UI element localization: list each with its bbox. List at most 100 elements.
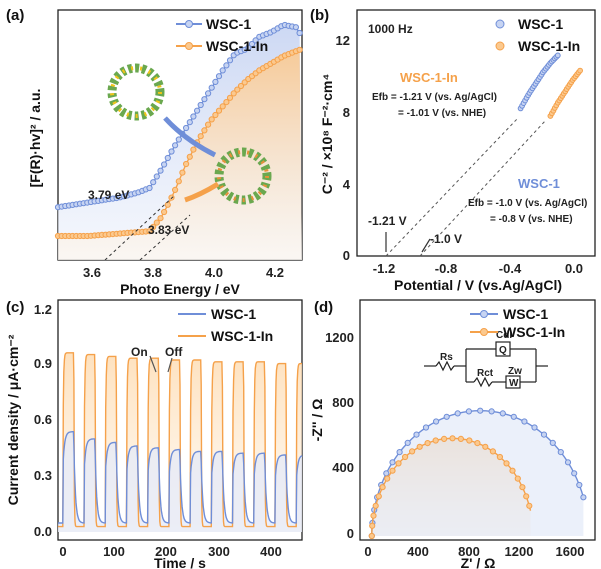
d-data-point (510, 413, 517, 420)
d-data-point (368, 532, 375, 540)
d-data-point (580, 494, 587, 501)
a-data-point (146, 228, 153, 235)
d-data-point (372, 502, 379, 509)
d-xtick: 0 (364, 544, 371, 559)
c-legend-wsc1: WSC-1 (211, 306, 256, 322)
d-rct: Rct (477, 368, 494, 379)
a-data-point (164, 201, 171, 208)
a-tangent-1 (104, 194, 176, 261)
a-data-point (215, 73, 223, 80)
d-data-point (531, 424, 538, 431)
a-data-point (153, 219, 160, 226)
d-ytick: 0 (347, 526, 354, 541)
a-data-point (172, 142, 179, 149)
d-data-point (441, 435, 448, 442)
d-data-point (519, 484, 526, 491)
a-data-point (183, 124, 190, 132)
panel-a-label: (a) (6, 7, 24, 24)
a-data-point (215, 107, 223, 114)
d-data-point (383, 470, 390, 477)
d-xlabel: Z' / Ω (461, 555, 496, 569)
c-ytick: 1.2 (34, 302, 52, 317)
a-legend-wsc1: WSC-1 (206, 16, 251, 32)
d-ytick: 1200 (325, 330, 354, 345)
a-data-point (157, 167, 164, 174)
a-data-point (245, 44, 252, 51)
a-data-point (219, 67, 226, 74)
b-w-title: WSC-1 (518, 176, 560, 191)
panel-b: (b) 1000 Hz -1.21 V -1.0 V WSC-1-In Efb … (310, 7, 596, 293)
d-data-point (416, 443, 423, 450)
a-data-point (197, 133, 204, 140)
c-ytick: 0.0 (34, 524, 52, 539)
d-data-point (413, 431, 420, 438)
d-data-point (564, 459, 572, 466)
a-data-point (241, 79, 248, 86)
d-data-point (466, 437, 473, 444)
d-xtick: 400 (407, 544, 429, 559)
b-mark-121: -1.21 V (368, 214, 407, 228)
d-data-point (379, 484, 386, 491)
d-circuit-diagram (424, 341, 548, 389)
a-data-point (201, 96, 208, 103)
b-freq: 1000 Hz (368, 22, 413, 36)
d-zw: Zw (508, 366, 522, 377)
b-ytick: 0 (343, 248, 350, 263)
b-data-point (577, 67, 583, 74)
d-data-point (389, 467, 396, 474)
a-xlabel: Photo Energy / eV (120, 281, 240, 297)
a-data-point (157, 215, 164, 222)
c-ylabel: Current density / μA·cm⁻² (5, 334, 21, 505)
c-ytick: 0.6 (34, 412, 52, 427)
d-data-point (465, 408, 472, 415)
a-data-point (230, 90, 237, 97)
a-data-point (201, 127, 208, 134)
c-xtick: 300 (208, 544, 230, 559)
a-data-point (226, 57, 234, 64)
b-xtick: -1.2 (373, 261, 395, 276)
a-data-point (161, 208, 168, 216)
d-data-point (521, 418, 528, 425)
c-xtick: 400 (260, 544, 282, 559)
a-data-point (296, 29, 303, 37)
d-data-point (424, 440, 431, 447)
d-data-point (514, 475, 521, 482)
d-data-point (454, 410, 461, 417)
c-xtick: 100 (103, 544, 125, 559)
d-xtick: 800 (458, 544, 480, 559)
d-data-point (540, 431, 548, 438)
c-ytick: 0.9 (34, 356, 52, 371)
a-data-point (252, 37, 259, 44)
a-data-point (219, 103, 226, 110)
d-legend-wsc1: WSC-1 (503, 306, 548, 322)
d-data-point (409, 448, 416, 455)
d-xtick: 1600 (556, 544, 585, 559)
c-xtick: 0 (59, 544, 66, 559)
b-ylabel: C⁻² / ×10⁸ F⁻²·cm⁴ (319, 74, 335, 195)
a-data-point (212, 78, 219, 86)
panel-a: (a) 3.79 eV 3.83 eV WSC-1 WSC-1-In (6, 7, 303, 297)
b-legend-wsc1: WSC-1 (518, 16, 563, 32)
d-data-point (499, 410, 506, 417)
a-arrow-orange (184, 181, 220, 203)
a-data-point (183, 160, 190, 168)
a-data-point (172, 186, 179, 193)
a-molecule-ring-1 (107, 63, 165, 121)
a-data-point (146, 184, 153, 192)
d-data-point (384, 475, 391, 482)
b-fit-wsc1in (385, 117, 519, 257)
panel-d: (d) Rs Cdl Q Rct Zw W (309, 299, 596, 569)
a-data-point (226, 94, 234, 101)
a-data-point (153, 173, 160, 180)
a-data-point (205, 90, 212, 97)
a-wsc1in-series (54, 46, 303, 240)
a-data-point (296, 46, 303, 53)
d-data-point (449, 435, 456, 442)
c-ytick: 0.3 (34, 468, 52, 483)
d-data-point (443, 413, 450, 420)
a-data-point (208, 84, 215, 91)
a-xtick: 3.6 (83, 265, 101, 280)
b-w-line1: Efb = -1.0 V (vs. Ag/AgCl) (468, 198, 587, 209)
a-data-point (164, 154, 171, 162)
b-in-line2: = -1.01 V (vs. NHE) (398, 108, 486, 119)
